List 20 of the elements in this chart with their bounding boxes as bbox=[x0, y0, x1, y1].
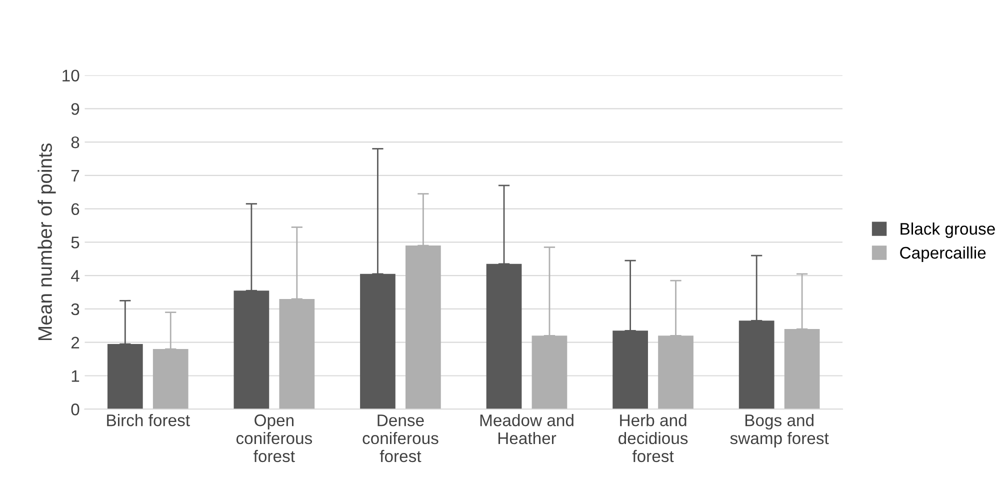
y-tick-label: 6 bbox=[71, 203, 80, 216]
x-tick-label: Bogs and swamp forest bbox=[730, 414, 829, 448]
legend-label: Black grouse bbox=[900, 222, 995, 238]
y-tick-label: 4 bbox=[71, 270, 80, 282]
y-tick-label: 10 bbox=[62, 70, 80, 82]
y-tick-label: 9 bbox=[71, 103, 80, 115]
x-tick-label: Dense coniferous forest bbox=[362, 414, 438, 462]
y-tick-label: 1 bbox=[72, 370, 80, 382]
y-tick-label: 7 bbox=[71, 170, 80, 182]
y-tick-label: 8 bbox=[71, 136, 80, 148]
x-tick-label: Open coniferous forest bbox=[236, 414, 312, 462]
y-axis-title: Mean number of points bbox=[38, 143, 56, 340]
legend-label: Capercaillie bbox=[900, 246, 986, 262]
x-tick-label: Birch forest bbox=[107, 414, 190, 426]
x-tick-label: Herb and decidious forest bbox=[618, 414, 688, 462]
y-tick-label: 5 bbox=[71, 236, 80, 248]
x-tick-label: Meadow and Heather bbox=[480, 414, 574, 444]
y-tick-label: 2 bbox=[71, 336, 80, 348]
y-tick-label: 0 bbox=[71, 404, 80, 416]
y-tick-label: 3 bbox=[71, 303, 80, 316]
